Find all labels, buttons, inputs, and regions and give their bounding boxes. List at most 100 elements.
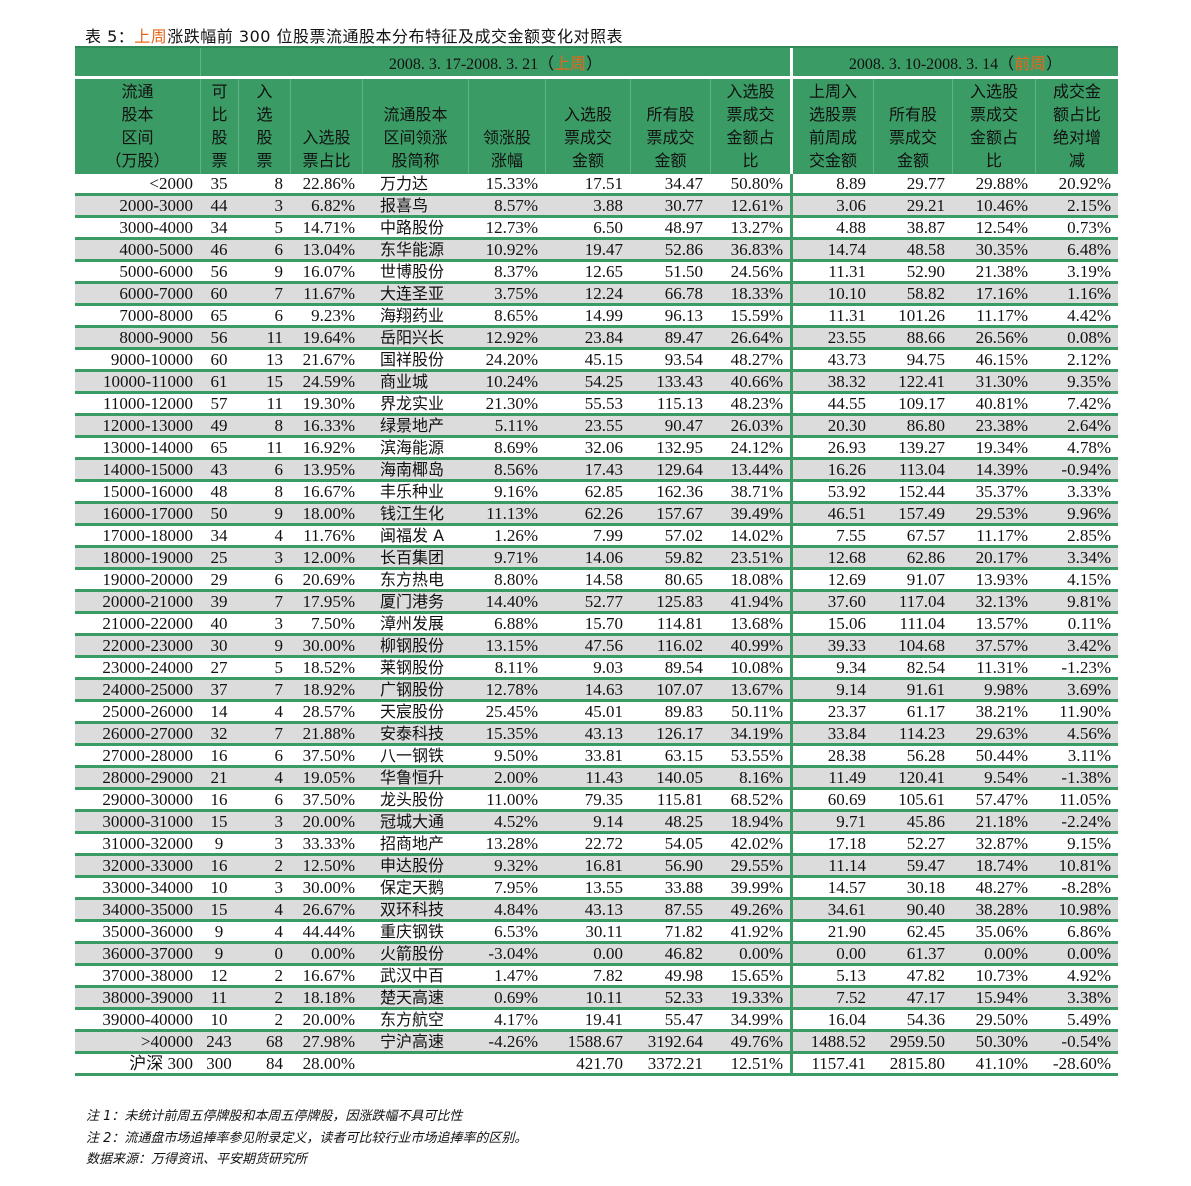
group-header-row: 2008. 3. 17-2008. 3. 21（ 上周） 2008. 3. 10-… bbox=[75, 48, 1118, 79]
cell-selected-turnover-share: 14.02% bbox=[730, 526, 783, 545]
cell-selected-turnover: 30.11 bbox=[585, 922, 623, 941]
cell-selected-ratio: 24.59% bbox=[302, 372, 355, 391]
cell-leader-name: 界龙实业 bbox=[380, 394, 445, 413]
cell-prev-all-turnover: 52.27 bbox=[906, 834, 945, 853]
cell-selected-turnover-share: 10.08% bbox=[730, 658, 783, 677]
table-row: 6000-7000 60 7 11.67% 大连圣亚 3.75% 12.24 66.78 18.… bbox=[75, 284, 1118, 306]
cell-selected-count: 4 bbox=[274, 526, 284, 545]
cell-prev-selected-share: 48.27% bbox=[975, 878, 1028, 897]
cell-prev-all-turnover: 62.45 bbox=[906, 922, 945, 941]
cell-selected-turnover-share: 13.67% bbox=[730, 680, 783, 699]
cell-prev-selected-turnover: 23.55 bbox=[790, 328, 873, 348]
cell-share-change: 4.78% bbox=[1067, 438, 1111, 457]
cell-leader-name: 丰乐种业 bbox=[380, 482, 445, 501]
cell-selected-count: 9 bbox=[274, 262, 284, 281]
cell-leader-name: 保定天鹅 bbox=[380, 878, 445, 897]
stock-distribution-table: 2008. 3. 17-2008. 3. 21（ 上周） 2008. 3. 10-… bbox=[75, 46, 1118, 1076]
cell-leader-name: 双环科技 bbox=[380, 900, 445, 919]
cell-share-change: 1.16% bbox=[1067, 284, 1111, 303]
cell-leader-change: 8.37% bbox=[494, 262, 538, 281]
cell-leader-change: 11.13% bbox=[486, 504, 538, 523]
cell-selected-ratio: 18.00% bbox=[302, 504, 355, 523]
header-selected-turnover-share: 入选股 票成交 金额占 比 bbox=[710, 79, 790, 174]
cell-prev-selected-turnover: 1488.52 bbox=[790, 1032, 873, 1052]
cell-prev-selected-turnover: 15.06 bbox=[790, 614, 873, 634]
table-row: 30000-31000 15 3 20.00% 冠城大通 4.52% 9.14 48.25 18… bbox=[75, 812, 1118, 834]
cell-prev-selected-share: 50.44% bbox=[975, 746, 1028, 765]
cell-prev-selected-share: 41.10% bbox=[975, 1054, 1028, 1073]
cell-all-turnover: 52.33 bbox=[664, 988, 703, 1007]
cell-share-change: -1.38% bbox=[1061, 768, 1111, 787]
cell-all-turnover: 33.88 bbox=[664, 878, 703, 897]
cell-comparable-count: 35 bbox=[210, 174, 228, 193]
cell-share-change: 9.35% bbox=[1067, 372, 1111, 391]
cell-prev-selected-share: 9.54% bbox=[984, 768, 1028, 787]
cell-prev-selected-turnover: 11.49 bbox=[790, 768, 873, 788]
cell-prev-all-turnover: 88.66 bbox=[906, 328, 945, 347]
cell-prev-selected-share: 35.37% bbox=[975, 482, 1028, 501]
cell-prev-selected-share: 29.53% bbox=[975, 504, 1028, 523]
cell-selected-turnover-share: 38.71% bbox=[730, 482, 783, 501]
cell-all-turnover: 66.78 bbox=[664, 284, 703, 303]
cell-prev-selected-share: 11.17% bbox=[976, 306, 1028, 325]
cell-share-range: 14000-15000 bbox=[102, 460, 193, 479]
cell-leader-name: 滨海能源 bbox=[380, 438, 445, 457]
cell-selected-turnover-share: 12.61% bbox=[730, 196, 783, 215]
table-row: >40000 243 68 27.98% 宁沪高速 -4.26% 1588.67 3192.6… bbox=[75, 1032, 1118, 1054]
table-row: 20000-21000 39 7 17.95% 厦门港务 14.40% 52.77 125.8… bbox=[75, 592, 1118, 614]
cell-selected-count: 6 bbox=[274, 240, 284, 259]
cell-selected-turnover-share: 34.99% bbox=[730, 1010, 783, 1029]
cell-all-turnover: 126.17 bbox=[656, 724, 703, 743]
cell-leader-change: 1.47% bbox=[494, 966, 538, 985]
cell-leader-change: 9.50% bbox=[494, 746, 538, 765]
cell-share-change: 4.92% bbox=[1067, 966, 1111, 985]
table-row: 11000-12000 57 11 19.30% 界龙实业 21.30% 55.53 115.… bbox=[75, 394, 1118, 416]
cell-selected-turnover-share: 12.51% bbox=[730, 1054, 783, 1073]
cell-selected-ratio: 0.00% bbox=[311, 944, 355, 963]
cell-share-range: 8000-9000 bbox=[119, 328, 193, 347]
cell-share-change: 11.05% bbox=[1059, 790, 1111, 809]
cell-all-turnover: 129.64 bbox=[656, 460, 703, 479]
cell-prev-selected-turnover: 7.55 bbox=[790, 526, 873, 546]
cell-selected-count: 2 bbox=[274, 1010, 284, 1029]
cell-comparable-count: 16 bbox=[210, 856, 228, 875]
cell-share-range: 28000-29000 bbox=[102, 768, 193, 787]
cell-share-change: 10.98% bbox=[1058, 900, 1111, 919]
cell-share-range: 10000-11000 bbox=[102, 372, 193, 391]
cell-selected-ratio: 33.33% bbox=[302, 834, 355, 853]
cell-selected-count: 5 bbox=[274, 218, 284, 237]
cell-all-turnover: 80.65 bbox=[664, 570, 703, 589]
cell-prev-selected-turnover: 46.51 bbox=[790, 504, 873, 524]
cell-selected-turnover: 32.06 bbox=[584, 438, 623, 457]
table-row: 29000-30000 16 6 37.50% 龙头股份 11.00% 79.35 115.8… bbox=[75, 790, 1118, 812]
cell-selected-turnover-share: 13.27% bbox=[730, 218, 783, 237]
cell-selected-ratio: 17.95% bbox=[302, 592, 355, 611]
cell-comparable-count: 243 bbox=[206, 1032, 232, 1051]
table-row: 26000-27000 32 7 21.88% 安泰科技 15.35% 43.13 126.1… bbox=[75, 724, 1118, 746]
header-all-turnover: 所有股 票成交 金额 bbox=[630, 79, 710, 174]
cell-leader-change: 4.52% bbox=[494, 812, 538, 831]
cell-selected-count: 3 bbox=[274, 834, 284, 853]
cell-prev-all-turnover: 47.17 bbox=[906, 988, 945, 1007]
cell-prev-all-turnover: 122.41 bbox=[898, 372, 945, 391]
cell-selected-ratio: 20.00% bbox=[302, 812, 355, 831]
cell-leader-change: 12.73% bbox=[485, 218, 538, 237]
cell-comparable-count: 10 bbox=[210, 1010, 228, 1029]
cell-prev-selected-turnover: 11.31 bbox=[790, 262, 873, 282]
cell-leader-name: 大连圣亚 bbox=[380, 284, 445, 303]
cell-share-range: 35000-36000 bbox=[102, 922, 193, 941]
cell-share-range: 7000-8000 bbox=[119, 306, 193, 325]
cell-comparable-count: 49 bbox=[210, 416, 228, 435]
cell-selected-turnover: 9.14 bbox=[593, 812, 623, 831]
cell-leader-name: 海翔药业 bbox=[380, 306, 445, 325]
group-header-last-week: 2008. 3. 17-2008. 3. 21（ 上周） bbox=[200, 48, 790, 76]
table-row: 31000-32000 9 3 33.33% 招商地产 13.28% 22.72 54.05 4… bbox=[75, 834, 1118, 856]
cell-all-turnover: 115.13 bbox=[656, 394, 703, 413]
cell-leader-change: 6.53% bbox=[494, 922, 538, 941]
cell-prev-all-turnover: 52.90 bbox=[906, 262, 945, 281]
cell-selected-turnover-share: 41.94% bbox=[730, 592, 783, 611]
cell-selected-turnover: 3.88 bbox=[593, 196, 623, 215]
cell-selected-turnover: 14.06 bbox=[584, 548, 623, 567]
cell-comparable-count: 12 bbox=[210, 966, 228, 985]
cell-prev-selected-turnover: 1157.41 bbox=[790, 1054, 873, 1074]
